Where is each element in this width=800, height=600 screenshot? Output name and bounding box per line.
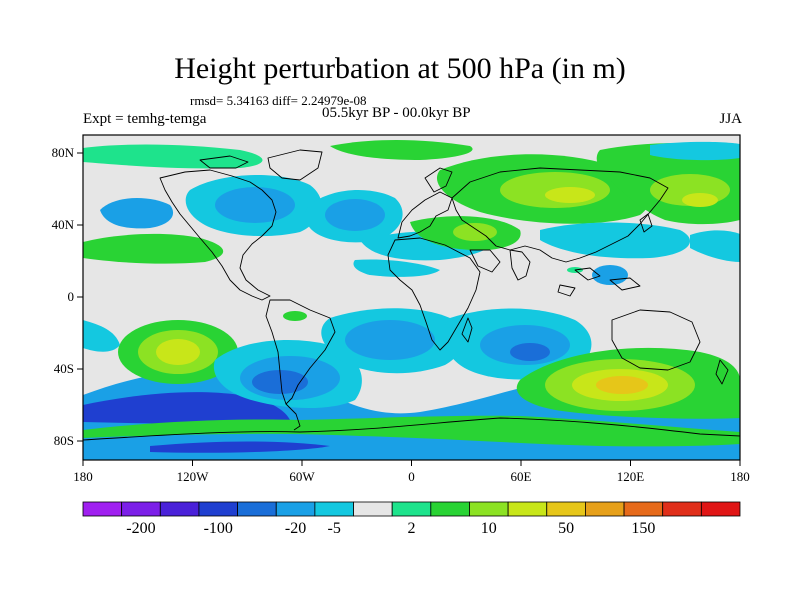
map-area[interactable] [83, 135, 740, 460]
field-tropical-green-1 [283, 311, 307, 321]
lat-tick-label: 0 [68, 289, 75, 304]
field-south-pacific-low [83, 392, 290, 424]
colorbar-label: -5 [328, 520, 341, 537]
lon-tick-label: 180 [73, 469, 93, 484]
lon-axis: 180 120W 60W 0 60E 120E 180 [73, 460, 750, 484]
field-africa-cyan [353, 259, 440, 277]
colorbar-swatch [82, 501, 123, 517]
colorbar-swatch [662, 501, 702, 517]
colorbar-swatch [198, 501, 238, 517]
coastlines [83, 149, 740, 441]
lat-tick-label: 40N [52, 217, 75, 232]
lat-tick-label: 80N [52, 145, 75, 160]
colorbar-swatch [353, 501, 393, 517]
colorbar-swatch [159, 501, 200, 517]
colorbar-swatch [314, 501, 354, 517]
lat-tick-label: 80S [54, 433, 74, 448]
colorbar-swatch [430, 501, 470, 517]
lat-tick-label: 40S [54, 361, 74, 376]
field-north-pacific-low [100, 198, 174, 229]
field-east-asia-cyan [540, 222, 690, 259]
lon-tick-label: 120E [617, 469, 645, 484]
season-label: JJA [719, 111, 742, 127]
colorbar-swatch [469, 501, 509, 517]
colorbar-label: -100 [204, 520, 233, 537]
colorbar-labels: -200 -100 -20 -5 2 10 50 150 [126, 520, 655, 537]
chart-title: Height perturbation at 500 hPa (in m) [174, 52, 626, 85]
colorbar-label: 50 [558, 520, 574, 537]
field-south-pacific-cyan-edge [83, 320, 120, 352]
field-antarctic-cyan [83, 433, 740, 460]
lon-tick-label: 180 [730, 469, 750, 484]
field-nw-pacific-cyan [650, 141, 740, 161]
colorbar-label: -200 [126, 520, 155, 537]
colorbar-swatch [121, 501, 161, 517]
colorbar-swatch [585, 501, 625, 517]
colorbar-swatch [700, 501, 741, 517]
field-antarctic-deep [150, 441, 330, 453]
colorbar-label: 10 [481, 520, 497, 537]
field-pacific-cyan-2 [690, 230, 740, 262]
colorbar-label: -20 [285, 520, 306, 537]
period-label: 05.5kyr BP - 00.0kyr BP [322, 105, 471, 121]
colorbar-swatch [391, 501, 432, 517]
lon-tick-label: 60W [289, 469, 315, 484]
colorbar-swatch [507, 501, 548, 517]
lon-tick-label: 0 [408, 469, 415, 484]
colorbar-swatch [623, 501, 664, 517]
field-arctic-green [83, 144, 263, 169]
field-arctic-green-2 [330, 140, 473, 160]
colorbar-label: 2 [408, 520, 416, 537]
lon-tick-label: 60E [511, 469, 532, 484]
colorbar-label: 150 [631, 520, 655, 537]
field-north-pacific-green [83, 233, 224, 264]
colorbar-swatch [275, 501, 316, 517]
lat-axis: 80N 40N 0 40S 80S [52, 145, 83, 448]
stats-label: rmsd= 5.34163 diff= 2.24979e-08 [190, 93, 367, 108]
lon-tick-label: 120W [177, 469, 210, 484]
colorbar [82, 501, 741, 517]
experiment-label: Expt = temhg-temga [83, 111, 207, 127]
colorbar-swatch [546, 501, 586, 517]
colorbar-swatch [237, 501, 277, 517]
